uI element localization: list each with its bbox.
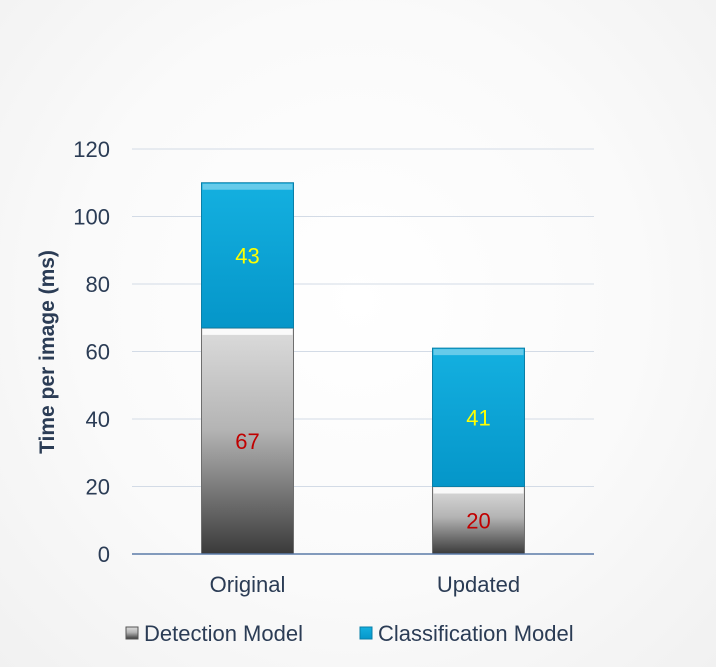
y-tick-label: 100 [73,205,110,230]
bar-detection-model [432,486,525,555]
bar-highlight [433,487,524,494]
y-axis-title: Time per image (ms) [36,250,59,454]
bar-highlight [202,183,293,190]
bar-highlight [202,328,293,335]
axes: 0 20 40 60 80 100 120 Original Updated [73,137,594,597]
data-label: 41 [466,405,490,430]
bar-highlight [433,349,524,356]
y-tick-label: 60 [86,340,110,365]
y-tick-label: 80 [86,272,110,297]
y-tick-label: 120 [73,137,110,162]
bars [201,182,525,555]
y-tick-label: 20 [86,475,110,500]
y-tick-label: 0 [98,542,110,567]
legend-label: Detection Model [144,621,303,646]
legend-swatch [359,626,373,640]
data-labels: 67 43 20 41 [235,243,490,533]
data-label: 20 [466,508,490,533]
data-label: 67 [235,429,259,454]
x-tick-label: Original [210,572,286,597]
bar-classification-model [432,347,525,487]
data-label: 43 [235,243,259,268]
y-tick-label: 40 [86,407,110,432]
legend: Detection Model Classification Model [125,621,574,646]
legend-label: Classification Model [378,621,574,646]
x-tick-label: Updated [437,572,520,597]
legend-swatch [125,626,139,640]
bar-classification-model [201,182,294,329]
